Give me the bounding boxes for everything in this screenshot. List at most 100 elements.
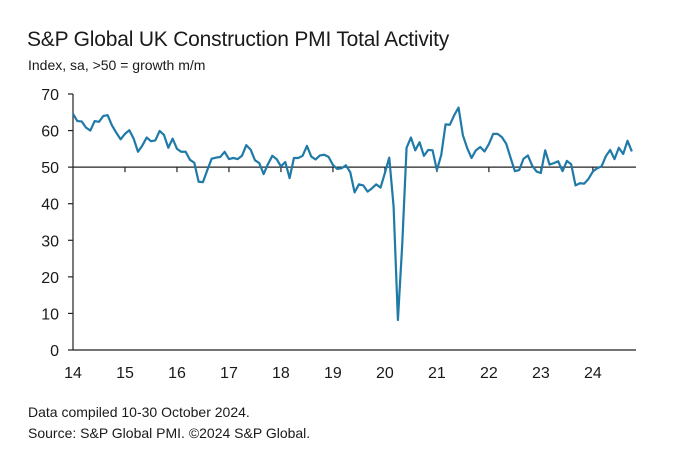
- data-point: [306, 145, 308, 147]
- data-point: [137, 151, 139, 153]
- data-point: [211, 158, 213, 160]
- data-point: [284, 161, 286, 163]
- data-point: [475, 149, 477, 151]
- data-point: [163, 134, 165, 136]
- data-point: [583, 183, 585, 185]
- data-point: [263, 173, 265, 175]
- data-point: [362, 184, 364, 186]
- y-tick-label: 0: [50, 343, 59, 360]
- data-point: [566, 160, 568, 162]
- data-point: [128, 129, 130, 131]
- data-point: [518, 169, 520, 171]
- data-point: [514, 170, 516, 172]
- data-point: [444, 123, 446, 125]
- data-point: [570, 163, 572, 165]
- x-tick-label: 19: [324, 365, 342, 382]
- data-point: [457, 106, 459, 108]
- data-point: [618, 147, 620, 149]
- data-point: [384, 172, 386, 174]
- data-point: [553, 162, 555, 164]
- data-point: [89, 129, 91, 131]
- data-point: [267, 163, 269, 165]
- data-point: [336, 168, 338, 170]
- chart-title: S&P Global UK Construction PMI Total Act…: [27, 28, 450, 51]
- data-point: [453, 114, 455, 116]
- note-source: Source: S&P Global PMI. ©2024 S&P Global…: [28, 425, 311, 441]
- data-point: [535, 170, 537, 172]
- x-tick-label: 14: [64, 365, 82, 382]
- data-point: [540, 172, 542, 174]
- data-point: [505, 143, 507, 145]
- data-point: [349, 171, 351, 173]
- data-point: [150, 140, 152, 142]
- data-point: [626, 140, 628, 142]
- data-point: [600, 165, 602, 167]
- data-point: [154, 139, 156, 141]
- data-point: [579, 182, 581, 184]
- y-tick-label: 60: [41, 124, 59, 141]
- data-point: [180, 151, 182, 153]
- data-point: [314, 158, 316, 160]
- data-point: [366, 191, 368, 193]
- data-point: [622, 153, 624, 155]
- data-point: [124, 133, 126, 135]
- data-point: [522, 158, 524, 160]
- data-point: [289, 177, 291, 179]
- data-point: [353, 191, 355, 193]
- data-point: [479, 146, 481, 148]
- data-point: [345, 164, 347, 166]
- data-point: [548, 163, 550, 165]
- data-point: [605, 155, 607, 157]
- data-point: [587, 178, 589, 180]
- x-tick-label: 15: [116, 365, 134, 382]
- data-point: [501, 136, 503, 138]
- x-tick-label: 23: [532, 365, 550, 382]
- data-point: [531, 165, 533, 167]
- data-point: [557, 160, 559, 162]
- data-point: [172, 138, 174, 140]
- data-point: [527, 154, 529, 156]
- data-point: [167, 147, 169, 149]
- data-point: [509, 157, 511, 159]
- data-point: [310, 155, 312, 157]
- data-point: [120, 138, 122, 140]
- data-point: [574, 184, 576, 186]
- data-point: [449, 124, 451, 126]
- data-point: [146, 136, 148, 138]
- y-tick-label: 40: [41, 197, 59, 214]
- data-point: [76, 120, 78, 122]
- data-point: [81, 120, 83, 122]
- data-point: [340, 167, 342, 169]
- y-tick-label: 50: [41, 160, 59, 177]
- data-point: [159, 130, 161, 132]
- x-axis-ticks: 14 15 16 17 18 19 20 21 22 23 24: [64, 167, 602, 382]
- data-point: [94, 120, 96, 122]
- note-data-compiled: Data compiled 10-30 October 2024.: [28, 404, 250, 420]
- data-point: [176, 148, 178, 150]
- data-point: [276, 158, 278, 160]
- data-point: [102, 115, 104, 117]
- data-point: [141, 144, 143, 146]
- data-point: [440, 154, 442, 156]
- x-tick-label: 17: [220, 365, 238, 382]
- data-point: [271, 155, 273, 157]
- data-point: [98, 121, 100, 123]
- chart-subtitle: Index, sa, >50 = growth m/m: [28, 57, 206, 73]
- data-point: [470, 157, 472, 159]
- data-point: [332, 164, 334, 166]
- data-point: [185, 151, 187, 153]
- data-point: [488, 143, 490, 145]
- data-point: [319, 154, 321, 156]
- data-point: [241, 155, 243, 157]
- data-point: [193, 162, 195, 164]
- data-point: [202, 181, 204, 183]
- data-point: [258, 162, 260, 164]
- data-point: [293, 157, 295, 159]
- data-point: [379, 187, 381, 189]
- y-tick-label: 70: [41, 87, 59, 104]
- data-point: [232, 157, 234, 159]
- series-line-total-activity: [72, 106, 633, 322]
- x-tick-label: 24: [584, 365, 602, 382]
- data-point: [561, 170, 563, 172]
- x-tick-label: 20: [376, 365, 394, 382]
